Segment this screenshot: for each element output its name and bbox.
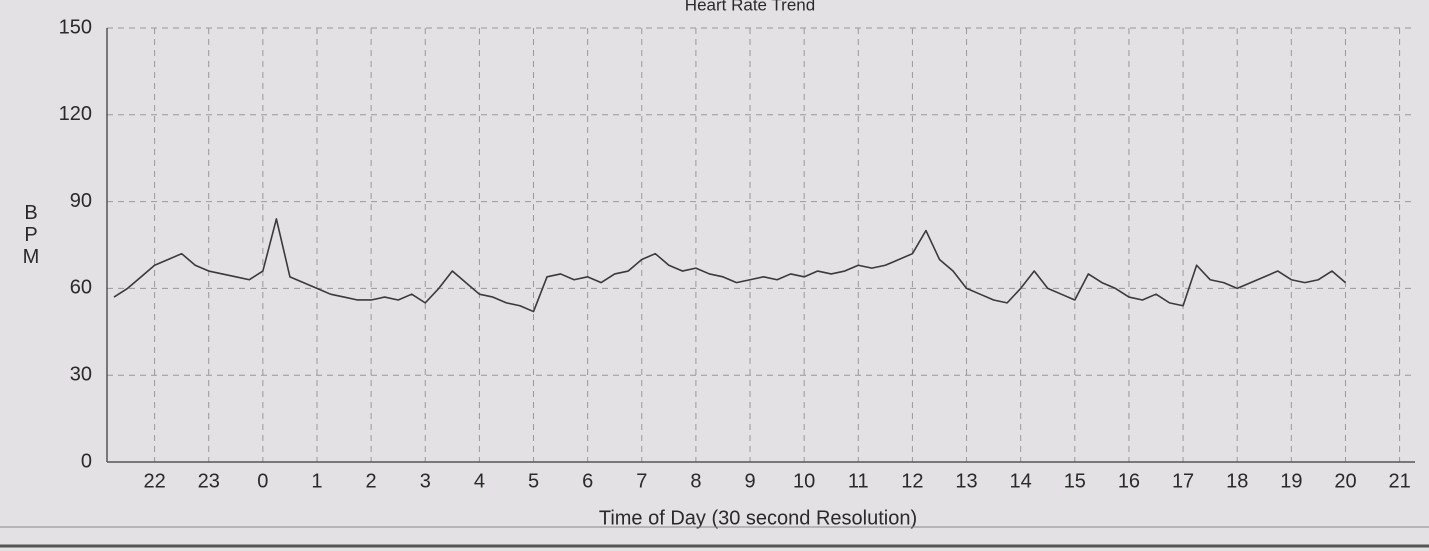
x-tick-label: 12 [901,470,923,492]
x-tick-label: 10 [793,470,815,492]
y-tick-label: 30 [70,363,92,385]
x-tick-label: 0 [257,470,268,492]
y-tick-label: 150 [59,16,92,38]
x-tick-label: 19 [1280,470,1302,492]
x-tick-label: 23 [198,470,220,492]
x-tick-label: 14 [1010,470,1032,492]
y-tick-label: 120 [59,103,92,125]
x-tick-label: 16 [1118,470,1140,492]
y-tick-label: 90 [70,190,92,212]
x-tick-label: 17 [1172,470,1194,492]
heart-rate-line [113,218,1346,313]
x-tick-label: 5 [528,470,539,492]
x-tick-label: 1 [311,470,322,492]
x-tick-label: 18 [1226,470,1248,492]
x-axis-label: Time of Day (30 second Resolution) [599,507,917,529]
x-tick-label: 2 [366,470,377,492]
x-tick-label: 3 [420,470,431,492]
x-tick-label: 20 [1334,470,1356,492]
x-tick-label: 9 [744,470,755,492]
y-tick-label: 60 [70,277,92,299]
x-tick-label: 7 [636,470,647,492]
x-tick-label: 6 [582,470,593,492]
x-tick-label: 11 [848,470,869,492]
y-tick-label: 0 [81,450,92,472]
x-tick-label: 15 [1064,470,1086,492]
x-tick-label: 13 [955,470,977,492]
x-tick-label: 22 [143,470,165,492]
x-tick-label: 4 [474,470,485,492]
x-tick-label: 21 [1388,470,1410,492]
chart-title: Heart Rate Trend [685,0,815,14]
x-tick-label: 8 [690,470,701,492]
